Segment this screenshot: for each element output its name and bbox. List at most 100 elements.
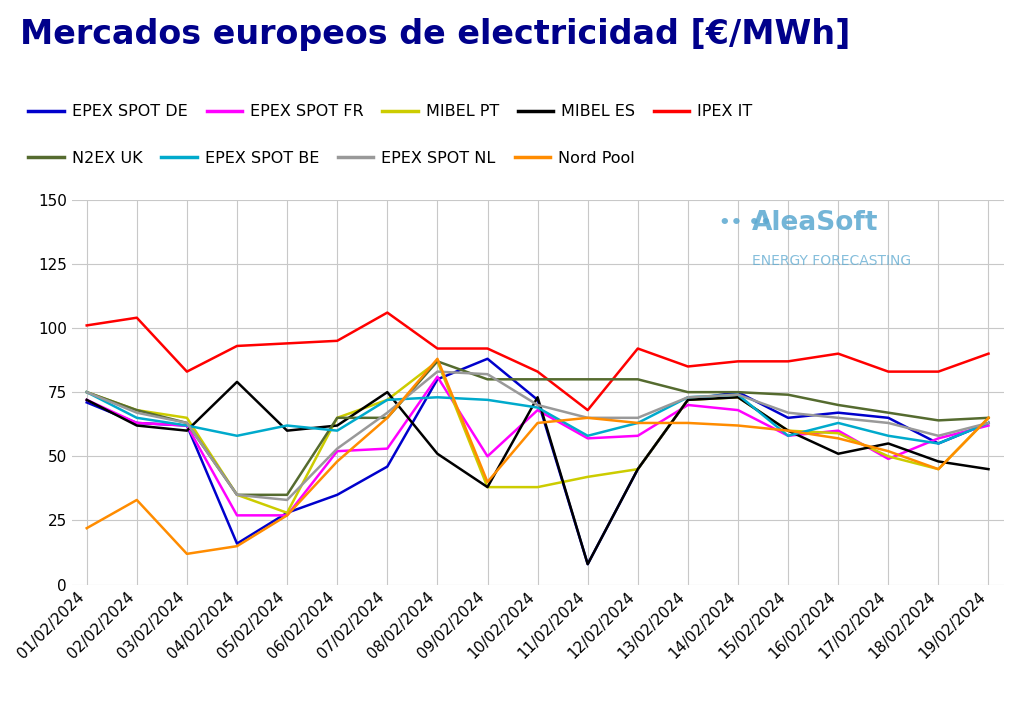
N2EX UK — [81, 388, 93, 396]
EPEX SPOT NL — [782, 409, 795, 417]
Nord Pool — [331, 457, 343, 466]
MIBEL PT — [732, 393, 744, 401]
MIBEL PT — [582, 473, 594, 481]
EPEX SPOT BE — [632, 419, 644, 427]
Text: ENERGY FORECASTING: ENERGY FORECASTING — [752, 255, 911, 268]
N2EX UK — [431, 357, 443, 366]
MIBEL PT — [782, 426, 795, 435]
N2EX UK — [632, 375, 644, 384]
Line: IPEX IT: IPEX IT — [87, 312, 988, 410]
MIBEL ES — [782, 426, 795, 435]
MIBEL ES — [230, 378, 243, 386]
N2EX UK — [932, 416, 944, 425]
MIBEL PT — [230, 491, 243, 499]
IPEX IT — [932, 367, 944, 376]
Line: Nord Pool: Nord Pool — [87, 359, 988, 554]
N2EX UK — [181, 419, 194, 427]
EPEX SPOT DE — [682, 396, 694, 404]
EPEX SPOT DE — [331, 491, 343, 499]
MIBEL ES — [81, 396, 93, 404]
Line: MIBEL ES: MIBEL ES — [87, 382, 988, 564]
EPEX SPOT DE — [833, 409, 845, 417]
Line: MIBEL PT: MIBEL PT — [87, 361, 988, 513]
Text: AleaSoft: AleaSoft — [752, 210, 879, 236]
EPEX SPOT FR — [932, 434, 944, 443]
MIBEL PT — [481, 483, 494, 491]
N2EX UK — [531, 375, 544, 384]
MIBEL PT — [81, 388, 93, 396]
EPEX SPOT DE — [131, 419, 143, 427]
N2EX UK — [582, 375, 594, 384]
EPEX SPOT BE — [982, 419, 994, 427]
N2EX UK — [230, 491, 243, 499]
Nord Pool — [782, 426, 795, 435]
EPEX SPOT NL — [381, 409, 393, 417]
Nord Pool — [632, 419, 644, 427]
EPEX SPOT FR — [982, 421, 994, 430]
IPEX IT — [481, 344, 494, 353]
EPEX SPOT FR — [632, 431, 644, 440]
MIBEL PT — [431, 357, 443, 366]
EPEX SPOT BE — [531, 404, 544, 412]
MIBEL ES — [982, 465, 994, 473]
IPEX IT — [181, 367, 194, 376]
IPEX IT — [230, 342, 243, 350]
EPEX SPOT FR — [431, 372, 443, 381]
Line: N2EX UK: N2EX UK — [87, 361, 988, 495]
EPEX SPOT FR — [131, 419, 143, 427]
EPEX SPOT BE — [331, 426, 343, 435]
MIBEL ES — [582, 560, 594, 568]
MIBEL PT — [381, 396, 393, 404]
EPEX SPOT FR — [682, 401, 694, 409]
MIBEL PT — [531, 483, 544, 491]
MIBEL ES — [531, 393, 544, 401]
MIBEL PT — [632, 465, 644, 473]
N2EX UK — [331, 414, 343, 422]
MIBEL ES — [732, 393, 744, 401]
Nord Pool — [181, 550, 194, 558]
EPEX SPOT DE — [230, 539, 243, 548]
MIBEL ES — [131, 421, 143, 430]
Line: EPEX SPOT DE: EPEX SPOT DE — [87, 359, 988, 564]
EPEX SPOT FR — [331, 447, 343, 456]
EPEX SPOT NL — [882, 419, 894, 427]
Text: •• ••: •• •• — [719, 214, 772, 232]
EPEX SPOT FR — [782, 431, 795, 440]
EPEX SPOT NL — [632, 414, 644, 422]
Nord Pool — [932, 465, 944, 473]
IPEX IT — [81, 321, 93, 329]
IPEX IT — [782, 357, 795, 366]
EPEX SPOT BE — [281, 421, 293, 430]
N2EX UK — [833, 401, 845, 409]
EPEX SPOT NL — [331, 444, 343, 453]
Line: EPEX SPOT NL: EPEX SPOT NL — [87, 371, 988, 500]
EPEX SPOT BE — [481, 396, 494, 404]
Nord Pool — [481, 478, 494, 486]
Line: EPEX SPOT FR: EPEX SPOT FR — [87, 376, 988, 515]
MIBEL ES — [331, 421, 343, 430]
EPEX SPOT FR — [732, 406, 744, 414]
EPEX SPOT BE — [833, 419, 845, 427]
MIBEL PT — [882, 452, 894, 461]
MIBEL ES — [882, 439, 894, 448]
Legend: EPEX SPOT DE, EPEX SPOT FR, MIBEL PT, MIBEL ES, IPEX IT: EPEX SPOT DE, EPEX SPOT FR, MIBEL PT, MI… — [29, 104, 753, 119]
IPEX IT — [331, 337, 343, 345]
EPEX SPOT DE — [582, 560, 594, 568]
MIBEL ES — [632, 465, 644, 473]
EPEX SPOT FR — [181, 421, 194, 430]
N2EX UK — [381, 414, 393, 422]
EPEX SPOT NL — [833, 414, 845, 422]
IPEX IT — [381, 308, 393, 317]
EPEX SPOT BE — [782, 431, 795, 440]
N2EX UK — [782, 391, 795, 399]
EPEX SPOT DE — [181, 421, 194, 430]
MIBEL PT — [181, 414, 194, 422]
MIBEL PT — [682, 396, 694, 404]
EPEX SPOT DE — [632, 465, 644, 473]
Nord Pool — [882, 447, 894, 456]
MIBEL PT — [982, 414, 994, 422]
Nord Pool — [81, 524, 93, 533]
Nord Pool — [230, 542, 243, 550]
MIBEL PT — [833, 429, 845, 438]
Text: Mercados europeos de electricidad [€/MWh]: Mercados europeos de electricidad [€/MWh… — [20, 18, 851, 51]
